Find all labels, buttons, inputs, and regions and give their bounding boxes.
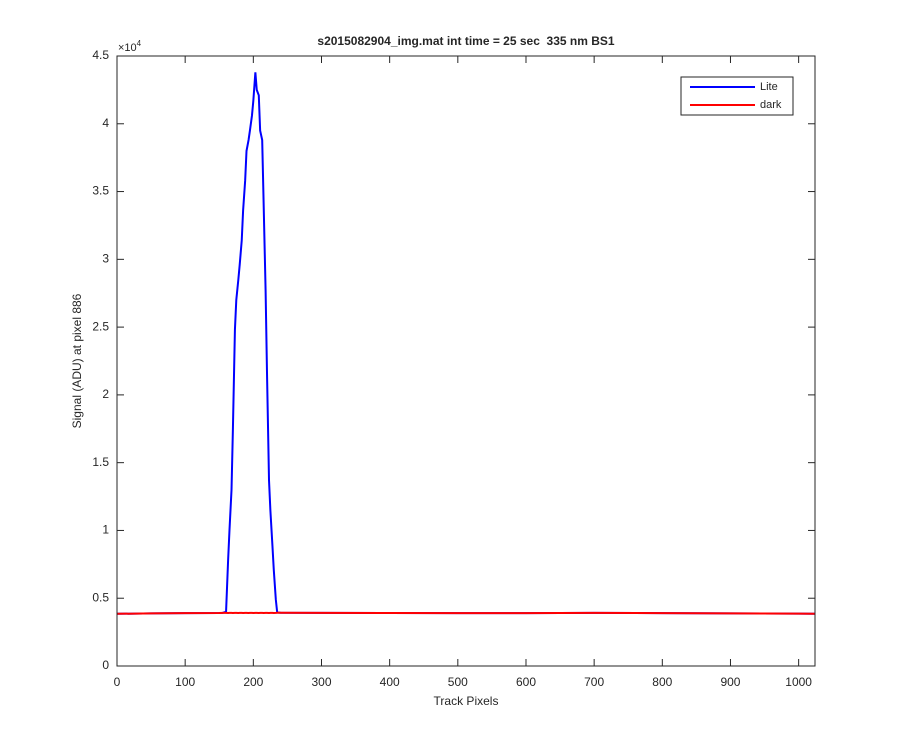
y-tick-label: 2.5 [92,319,109,333]
x-tick-label: 200 [243,675,263,689]
y-tick-label: 1.5 [92,455,109,469]
axes-box [116,55,816,667]
plot-area [117,56,815,666]
x-tick-label: 700 [584,675,604,689]
y-tick-label: 0 [102,658,109,672]
x-tick-label: 900 [720,675,740,689]
legend-box [680,76,794,116]
y-multiplier: ×104 [118,39,142,54]
x-tick-label: 300 [311,675,331,689]
legend-label: dark [760,99,782,111]
x-tick-label: 100 [175,675,195,689]
data-line [116,611,816,615]
x-tick-label: 400 [380,675,400,689]
x-tick-label: 0 [114,675,121,689]
x-tick-label: 500 [448,675,468,689]
y-tick-label: 3.5 [92,184,109,198]
legend-label: Lite [760,81,778,93]
y-tick-label: 4.5 [92,48,109,62]
chart-title: s2015082904_img.mat int time = 25 sec 33… [317,34,615,48]
y-tick-label: 3 [102,252,109,266]
y-tick-label: 1 [102,523,109,537]
x-tick-label: 1000 [785,675,812,689]
y-multiplier-exponent: 4 [137,39,142,48]
y-tick-label: 2 [102,387,109,401]
x-tick-label: 800 [652,675,672,689]
y-multiplier-base: ×10 [118,42,137,54]
y-tick-label: 4 [102,116,109,130]
y-axis-label: Signal (ADU) at pixel 886 [70,293,84,428]
x-axis-label: Track Pixels [434,694,499,708]
x-tick-label: 600 [516,675,536,689]
y-tick-label: 0.5 [92,590,109,604]
